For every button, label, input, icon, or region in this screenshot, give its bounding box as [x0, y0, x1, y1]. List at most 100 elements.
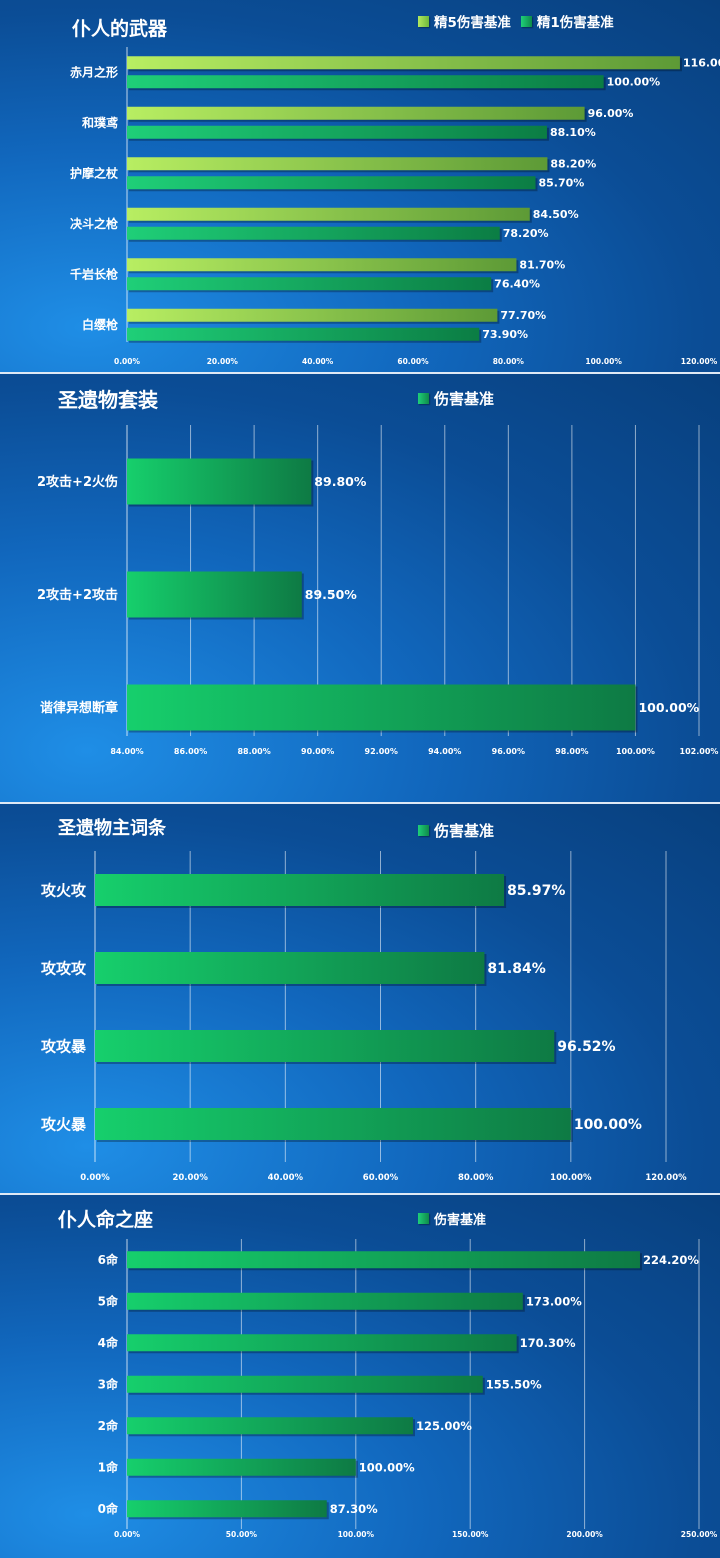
data-label: 116.00%: [683, 57, 720, 70]
legend-item: 伤害基准: [418, 388, 494, 409]
x-tick-label: 120.00%: [645, 1173, 687, 1183]
category-label: 决斗之枪: [70, 216, 118, 231]
category-label: 护摩之杖: [70, 166, 119, 181]
chart-legend: 精5伤害基准 精1伤害基准: [418, 11, 624, 31]
data-label: 89.50%: [305, 587, 358, 602]
bar: [95, 1030, 555, 1062]
x-tick-label: 102.00%: [680, 747, 719, 756]
x-tick-label: 96.00%: [492, 747, 525, 756]
panel-divider: [0, 1193, 720, 1195]
legend-label: 精1伤害基准: [536, 15, 614, 31]
bar: [127, 226, 500, 240]
bar: [127, 1334, 517, 1352]
category-label: 白缨枪: [82, 317, 118, 332]
legend-swatch: [418, 825, 429, 836]
bar: [127, 75, 604, 89]
chart-legend: 伤害基准: [418, 1209, 496, 1228]
x-tick-label: 150.00%: [452, 1530, 489, 1539]
legend-swatch: [418, 1213, 429, 1224]
legend-swatch: [418, 393, 429, 404]
data-label: 155.50%: [486, 1377, 542, 1391]
data-label: 78.20%: [503, 227, 549, 240]
bar: [127, 176, 536, 190]
legend-label: 精5伤害基准: [434, 15, 511, 31]
data-label: 170.30%: [520, 1336, 576, 1350]
x-tick-label: 90.00%: [301, 747, 334, 756]
x-tick-label: 100.00%: [585, 357, 622, 366]
bar: [127, 571, 302, 618]
data-label: 224.20%: [643, 1253, 699, 1267]
legend-label: 伤害基准: [434, 1213, 487, 1228]
x-tick-label: 94.00%: [428, 747, 461, 756]
bar: [127, 1417, 413, 1435]
x-tick-label: 80.00%: [458, 1173, 494, 1183]
artifact-sets-bar-chart: 84.00% 86.00% 88.00% 90.00% 92.00% 94.00% 96.0…: [37, 425, 719, 756]
legend-item: 精5伤害基准: [418, 11, 511, 31]
x-tick-label: 200.00%: [566, 1530, 603, 1539]
x-tick-label: 0.00%: [80, 1173, 110, 1183]
x-tick-label: 50.00%: [226, 1530, 258, 1539]
category-label: 攻攻暴: [41, 1037, 87, 1055]
chart-title: 圣遗物主词条: [58, 818, 166, 839]
category-label: 攻火暴: [41, 1115, 87, 1133]
chart-panel-artifact-main-stats: 圣遗物主词条 伤害基准 0.00% 20.00% 40.00% 60.00% 80.00…: [0, 804, 720, 1193]
x-tick-label: 250.00%: [681, 1530, 718, 1539]
bar: [127, 327, 480, 341]
category-label: 谐律异想断章: [40, 700, 118, 716]
x-tick-label: 100.00%: [550, 1173, 592, 1183]
data-label: 88.20%: [550, 158, 596, 171]
x-tick-label: 20.00%: [207, 357, 239, 366]
category-label: 千岩长枪: [70, 267, 118, 282]
bar: [127, 207, 530, 221]
category-label: 攻火攻: [41, 881, 87, 899]
chart-title: 仆人的武器: [72, 18, 168, 40]
panel-divider: [0, 372, 720, 374]
chart-panel-constellations: 仆人命之座 伤害基准 0.00% 50.00% 100.00% 150.00% 200.…: [0, 1195, 720, 1558]
x-tick-label: 60.00%: [397, 357, 429, 366]
x-tick-label: 100.00%: [338, 1530, 375, 1539]
x-tick-label: 120.00%: [681, 357, 718, 366]
chart-title: 圣遗物套装: [58, 388, 158, 412]
category-label: 和璞鸢: [81, 115, 118, 130]
data-label: 88.10%: [550, 126, 596, 139]
data-label: 87.30%: [330, 1502, 378, 1516]
bar: [127, 684, 636, 731]
data-label: 173.00%: [526, 1294, 582, 1308]
bar: [127, 125, 547, 139]
category-label: 6命: [98, 1252, 119, 1267]
category-label: 赤月之形: [70, 65, 118, 80]
chart-panel-artifact-sets: 圣遗物套装 伤害基准 84.00% 86.00% 88.00% 90.00% 92.00…: [0, 374, 720, 802]
legend-swatch: [418, 15, 429, 27]
category-label: 4命: [98, 1335, 119, 1350]
bar: [95, 874, 505, 906]
data-label: 100.00%: [607, 76, 660, 89]
data-label: 85.70%: [539, 177, 585, 190]
data-label: 100.00%: [638, 700, 699, 715]
data-label: 73.90%: [482, 328, 528, 341]
x-tick-label: 80.00%: [493, 357, 525, 366]
bar: [95, 1108, 571, 1140]
panel-divider: [0, 802, 720, 804]
legend-item: 伤害基准: [418, 1209, 486, 1228]
legend-item: 伤害基准: [418, 820, 494, 841]
data-label: 76.40%: [494, 278, 540, 291]
chart-legend: 伤害基准: [418, 820, 504, 841]
chart-panel-weapons: 仆人的武器 精5伤害基准 精1伤害基准 0.00% 20.00% 40.00% 60.…: [0, 0, 720, 372]
bar: [127, 1251, 640, 1269]
bar: [95, 952, 485, 984]
category-label: 3命: [98, 1377, 119, 1392]
bar: [127, 1500, 327, 1518]
category-label: 2命: [98, 1418, 119, 1433]
bar: [127, 157, 548, 171]
category-label: 2攻击+2火伤: [37, 474, 118, 490]
x-tick-label: 92.00%: [365, 747, 398, 756]
x-tick-label: 0.00%: [114, 1530, 141, 1539]
category-label: 0命: [98, 1501, 119, 1516]
bar: [127, 56, 680, 70]
bar: [127, 1375, 483, 1393]
bar: [127, 1458, 356, 1476]
bar: [127, 1292, 523, 1310]
bar: [127, 277, 492, 291]
bar: [127, 308, 498, 322]
chart-legend: 伤害基准: [418, 388, 504, 409]
